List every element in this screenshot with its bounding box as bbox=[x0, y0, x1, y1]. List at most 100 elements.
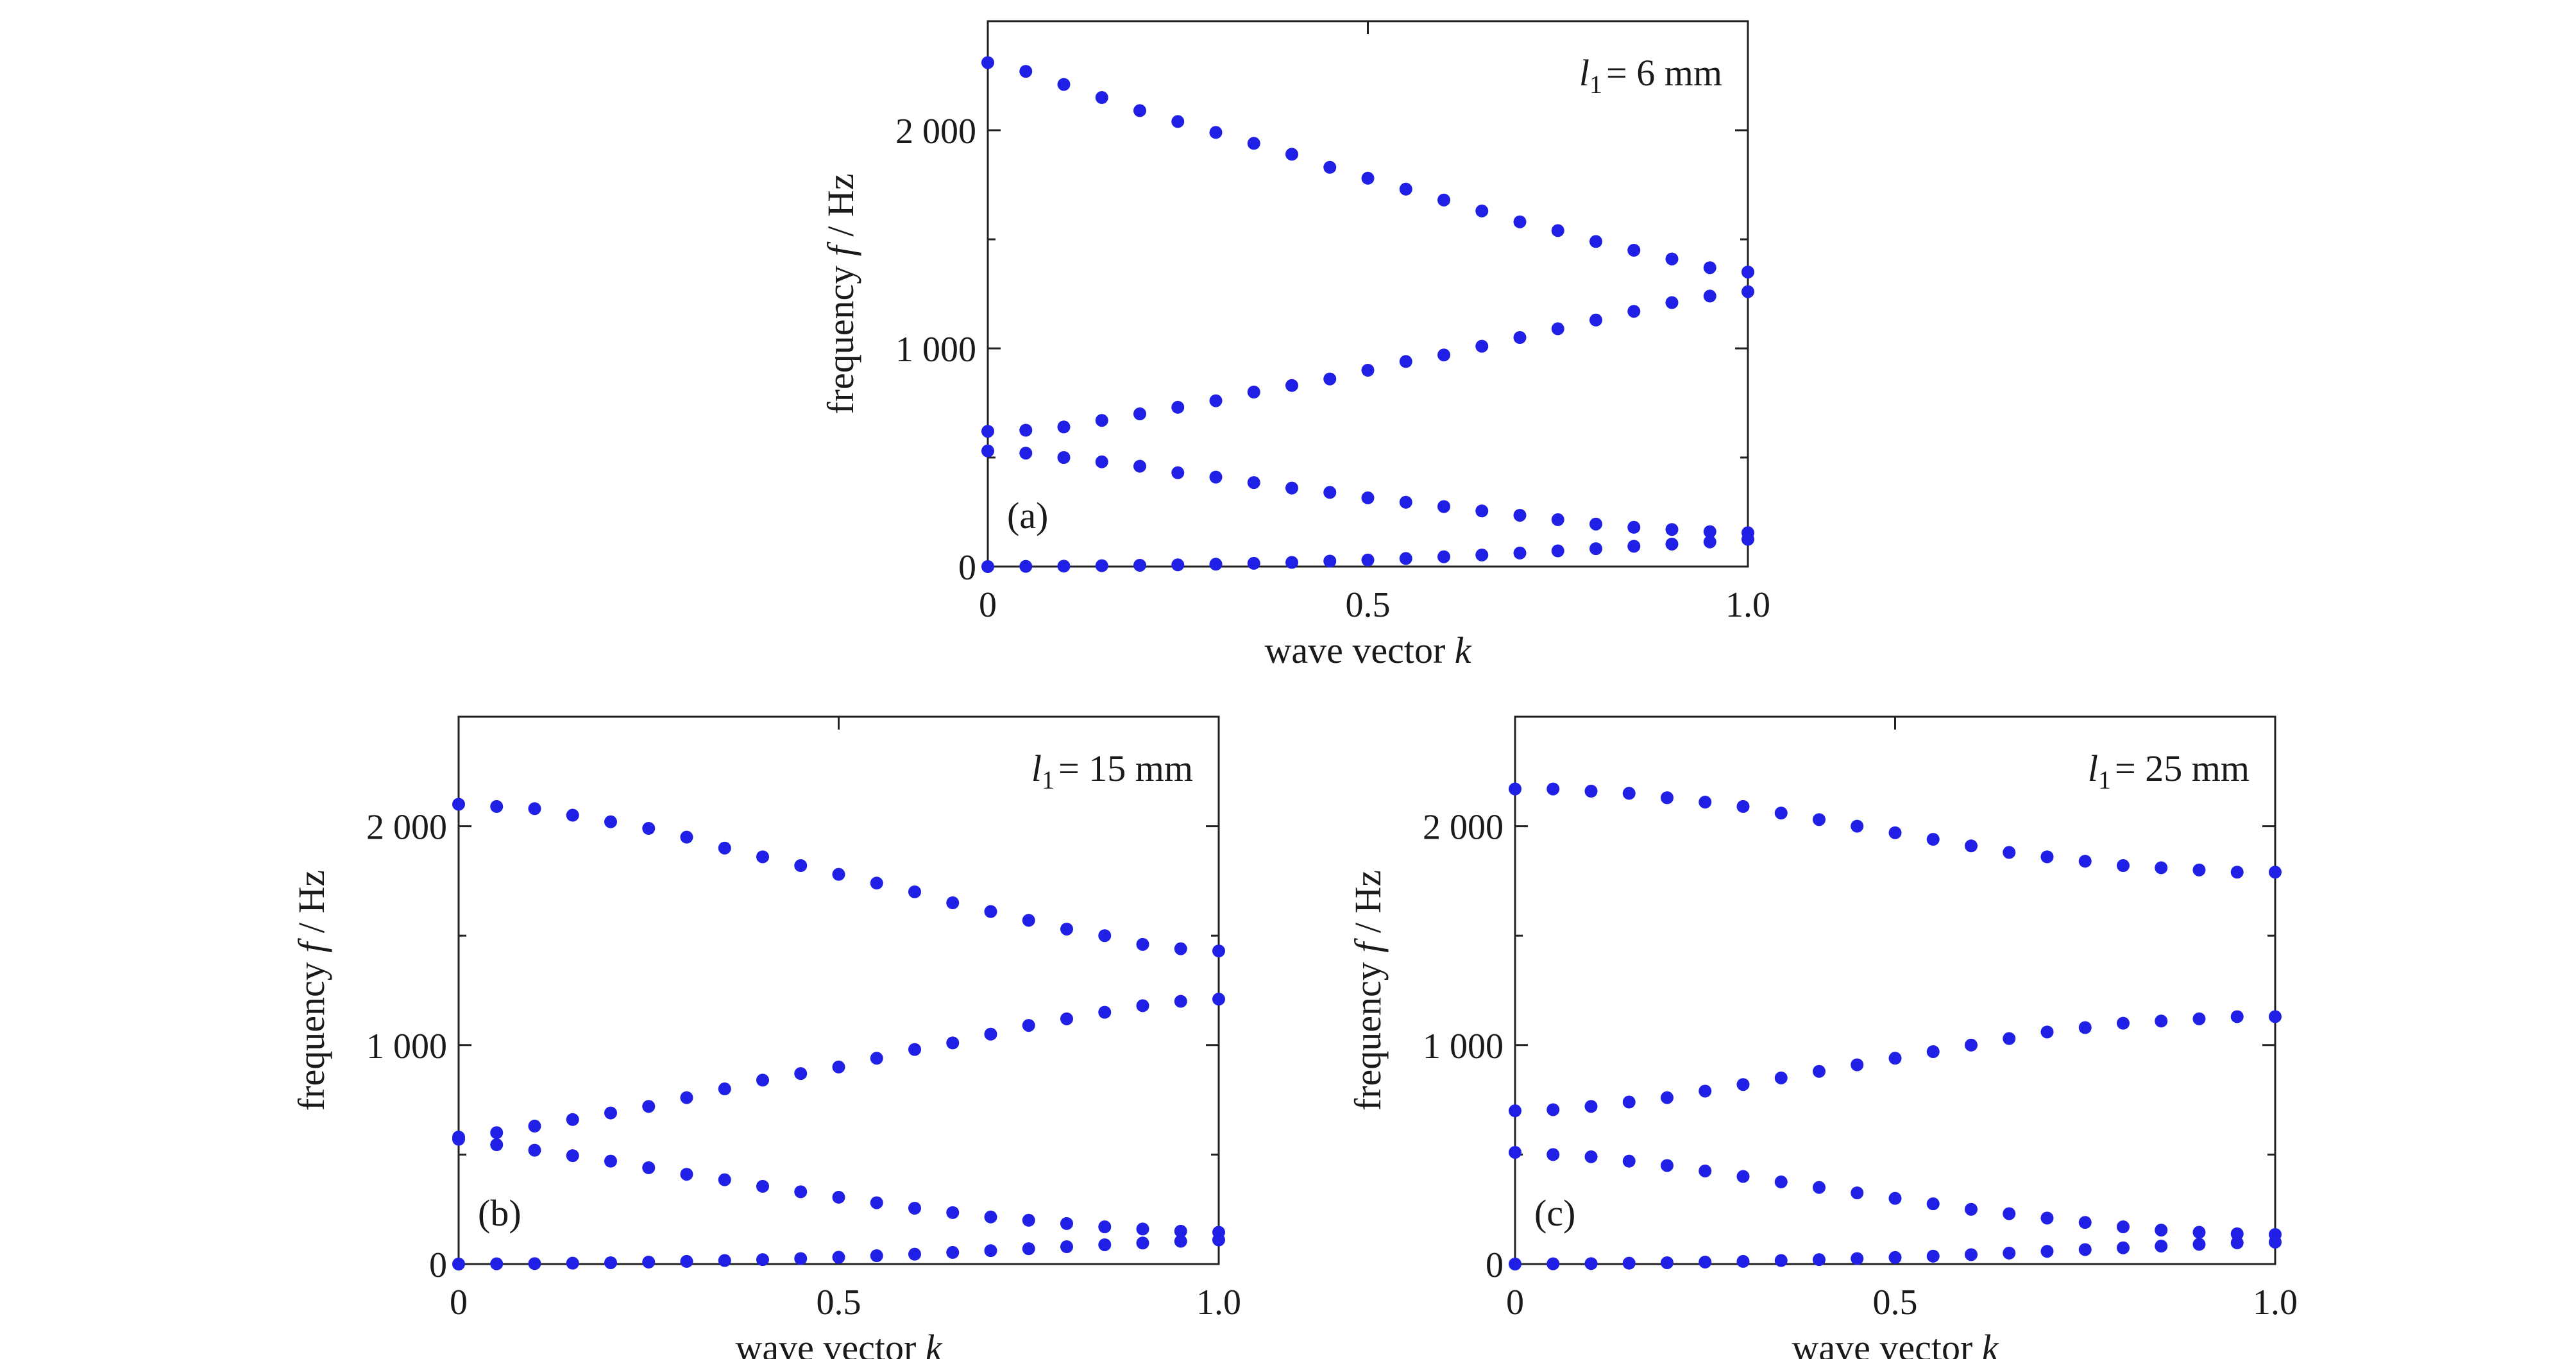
data-point-band-1 bbox=[756, 850, 769, 864]
x-tick-label: 0.5 bbox=[1346, 585, 1391, 625]
data-point-band-2 bbox=[1699, 1084, 1712, 1098]
data-point-band-4 bbox=[756, 1253, 769, 1267]
data-point-band-2 bbox=[1095, 414, 1108, 427]
data-point-band-1 bbox=[794, 859, 808, 873]
data-point-band-1 bbox=[1546, 782, 1560, 796]
data-point-band-1 bbox=[490, 799, 504, 813]
data-point-band-2 bbox=[1136, 999, 1149, 1013]
data-point-band-3 bbox=[1509, 1145, 1521, 1159]
data-point-band-1 bbox=[680, 830, 693, 844]
data-point-band-4 bbox=[2269, 1235, 2282, 1249]
data-point-band-3 bbox=[2192, 1226, 2206, 1239]
chart-panel-3: 0 1 000 2 000 0 0.5 1.0 wave vector k frequency… bbox=[1347, 715, 2298, 1359]
data-point-band-1 bbox=[1551, 224, 1564, 237]
data-point-band-4 bbox=[490, 1257, 504, 1270]
data-point-band-2 bbox=[1888, 1052, 1902, 1065]
data-point-band-2 bbox=[566, 1113, 579, 1126]
data-point-band-2 bbox=[1060, 1012, 1073, 1025]
data-point-band-1 bbox=[566, 808, 579, 822]
data-point-band-1 bbox=[2155, 861, 2168, 875]
data-point-band-4 bbox=[1136, 1236, 1149, 1250]
data-point-band-3 bbox=[984, 1210, 997, 1224]
data-point-band-2 bbox=[1509, 1104, 1521, 1118]
data-point-band-3 bbox=[1209, 470, 1223, 484]
y-tick-label: 2 000 bbox=[895, 112, 976, 151]
data-point-band-4 bbox=[2040, 1245, 2054, 1258]
data-point-band-4 bbox=[1926, 1249, 1940, 1263]
data-point-band-1 bbox=[1699, 796, 1712, 809]
data-point-band-1 bbox=[1098, 929, 1112, 943]
data-point-band-1 bbox=[1019, 65, 1033, 78]
data-point-band-4 bbox=[604, 1256, 617, 1269]
data-point-band-1 bbox=[2117, 859, 2130, 873]
data-point-band-4 bbox=[1361, 553, 1375, 567]
data-point-band-2 bbox=[2155, 1014, 2168, 1028]
data-point-band-4 bbox=[642, 1255, 656, 1269]
data-point-band-1 bbox=[1774, 807, 1788, 820]
data-point-band-2 bbox=[2192, 1012, 2206, 1025]
data-point-band-4 bbox=[1209, 558, 1223, 571]
data-point-band-3 bbox=[1437, 500, 1450, 513]
data-point-band-4 bbox=[1060, 1240, 1073, 1254]
data-point-band-4 bbox=[1551, 544, 1564, 558]
data-point-band-1 bbox=[604, 815, 617, 828]
data-point-band-3 bbox=[946, 1206, 960, 1219]
data-point-band-1 bbox=[1174, 942, 1187, 955]
data-point-band-2 bbox=[1475, 339, 1489, 353]
data-point-band-2 bbox=[1703, 289, 1716, 303]
data-point-band-3 bbox=[1703, 525, 1716, 538]
data-point-band-2 bbox=[1361, 364, 1375, 377]
data-point-band-2 bbox=[1741, 285, 1754, 298]
data-point-band-2 bbox=[1813, 1064, 1826, 1078]
chart-panel-2: 0 1 000 2 000 0 0.5 1.0 wave vector k frequency… bbox=[291, 715, 1241, 1359]
data-point-band-1 bbox=[1060, 922, 1073, 936]
data-point-band-1 bbox=[1247, 137, 1260, 150]
data-point-band-1 bbox=[1703, 261, 1716, 275]
data-point-band-3 bbox=[1019, 447, 1033, 460]
data-point-band-1 bbox=[2269, 866, 2282, 879]
data-point-band-4 bbox=[1323, 554, 1337, 568]
data-point-band-3 bbox=[1513, 509, 1527, 522]
data-point-band-3 bbox=[1361, 491, 1375, 504]
data-point-band-3 bbox=[1813, 1181, 1826, 1194]
data-point-band-3 bbox=[642, 1161, 656, 1174]
data-point-band-1 bbox=[2230, 866, 2244, 879]
data-point-band-4 bbox=[984, 1244, 997, 1258]
data-point-band-3 bbox=[1546, 1148, 1560, 1161]
data-point-band-2 bbox=[1926, 1045, 1940, 1059]
data-point-band-1 bbox=[452, 798, 465, 811]
x-tick-label: 1.0 bbox=[2253, 1283, 2298, 1322]
data-point-band-1 bbox=[1133, 104, 1146, 117]
chart-panel-1: 0 1 000 2 000 0 0.5 1.0 wave vector k frequency… bbox=[820, 20, 1770, 671]
data-point-band-4 bbox=[2230, 1236, 2244, 1249]
data-point-band-4 bbox=[1851, 1252, 1864, 1265]
data-point-band-1 bbox=[642, 822, 656, 835]
y-tick-label: 0 bbox=[429, 1245, 447, 1285]
data-point-band-1 bbox=[1589, 235, 1602, 248]
data-point-band-1 bbox=[1057, 78, 1071, 91]
data-point-band-2 bbox=[2040, 1025, 2054, 1039]
data-point-band-3 bbox=[490, 1138, 504, 1152]
data-point-band-1 bbox=[1888, 826, 1902, 839]
data-point-band-4 bbox=[1212, 1233, 1225, 1247]
y-tick-label: 2 000 bbox=[1423, 808, 1504, 848]
data-point-band-2 bbox=[1774, 1071, 1788, 1084]
data-point-band-4 bbox=[2003, 1246, 2016, 1260]
data-point-band-1 bbox=[946, 896, 960, 910]
data-point-band-4 bbox=[1703, 535, 1716, 549]
data-point-band-3 bbox=[794, 1185, 808, 1199]
x-tick-label: 0 bbox=[450, 1283, 468, 1322]
data-point-band-3 bbox=[1323, 486, 1337, 499]
data-point-band-2 bbox=[642, 1100, 656, 1113]
data-point-band-4 bbox=[1699, 1255, 1712, 1269]
data-point-band-3 bbox=[1736, 1170, 1750, 1183]
y-axis-label: frequency f / Hz bbox=[1347, 870, 1389, 1111]
data-point-band-1 bbox=[2040, 850, 2054, 864]
data-point-band-1 bbox=[1361, 171, 1375, 185]
data-point-band-1 bbox=[1584, 785, 1598, 798]
data-point-band-2 bbox=[1551, 322, 1564, 336]
data-point-band-4 bbox=[1546, 1257, 1560, 1270]
data-point-band-4 bbox=[2192, 1238, 2206, 1251]
y-axis-label: frequency f / Hz bbox=[820, 173, 861, 414]
data-point-band-4 bbox=[2155, 1240, 2168, 1253]
